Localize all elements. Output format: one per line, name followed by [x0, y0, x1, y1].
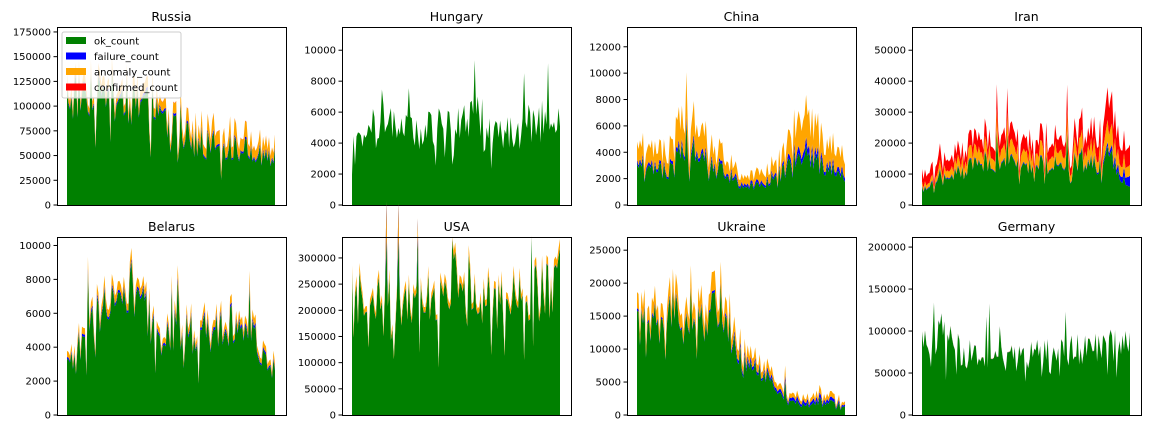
y-tick-label: 100000: [868, 327, 906, 338]
y-tick-label: 20000: [874, 139, 906, 150]
y-tick-label: 2000: [596, 174, 621, 185]
y-tick-label: 150000: [13, 52, 51, 63]
area-ok-count: [637, 122, 845, 205]
y-tick-label: 6000: [596, 121, 621, 132]
panel-title: Germany: [998, 219, 1056, 234]
y-tick-label: 8000: [311, 77, 336, 88]
panel-iran: 0 10000 20000 30000 40000 50000 Iran: [874, 9, 1142, 212]
legend-swatch-confirmed-count: [66, 83, 86, 91]
y-tick-label: 10000: [589, 345, 621, 356]
y-tick-label: 0: [45, 411, 51, 422]
axes-frame: [912, 237, 1142, 416]
panel-usa: 0 50000 100000 150000 200000 250000 300000 USA: [298, 200, 572, 422]
area-confirmed-count: [922, 84, 1130, 190]
area-failure-count: [637, 116, 845, 190]
area-ok-count: [352, 237, 560, 415]
axes-frame: [627, 27, 857, 206]
y-tick-label: 4000: [26, 343, 51, 354]
y-tick-label: 25000: [19, 176, 51, 187]
area-ok-count: [637, 284, 845, 415]
y-tick-label: 175000: [13, 27, 51, 38]
y-tick-label: 40000: [874, 77, 906, 88]
y-tick-label: 0: [615, 201, 621, 212]
y-tick-label: 8000: [596, 95, 621, 106]
legend-label-confirmed-count: confirmed_count: [94, 83, 178, 94]
y-tick-label: 0: [900, 201, 906, 212]
y-tick-label: 5000: [596, 378, 621, 389]
axes-frame: [57, 27, 287, 206]
y-tick-label: 15000: [589, 312, 621, 323]
panel-title: Belarus: [148, 219, 195, 234]
y-tick-label: 200000: [298, 306, 336, 317]
y-tick-label: 4000: [311, 139, 336, 150]
y-tick-label: 150000: [298, 332, 336, 343]
panel-china: 0 2000 4000 6000 8000 10000 12000 China: [589, 9, 857, 212]
y-tick-label: 100000: [13, 102, 51, 113]
legend-swatch-anomaly-count: [66, 68, 86, 75]
y-tick-label: 6000: [26, 309, 51, 320]
y-tick-label: 10000: [589, 69, 621, 80]
y-tick-label: 300000: [298, 253, 336, 264]
y-tick-label: 75000: [19, 126, 51, 137]
area-ok-count: [922, 132, 1130, 205]
y-tick-label: 10000: [304, 46, 336, 57]
legend: ok_count failure_count anomaly_countconfir…: [61, 31, 182, 99]
area-anomaly-count: [637, 72, 845, 188]
legend-swatch-failure-count: [66, 52, 86, 60]
y-tick-label: 0: [330, 201, 336, 212]
axes-frame: [342, 237, 572, 416]
y-tick-label: 2000: [311, 170, 336, 181]
y-tick-label: 250000: [298, 280, 336, 291]
y-tick-label: 8000: [26, 275, 51, 286]
panel-title: Russia: [151, 9, 191, 24]
y-tick-label: 25000: [589, 246, 621, 257]
area-ok-count: [67, 261, 275, 415]
legend-label-anomaly-count: anomaly_count: [94, 68, 170, 79]
axes-frame: [342, 27, 572, 206]
y-tick-label: 0: [45, 201, 51, 212]
panel-title: Hungary: [430, 9, 484, 24]
y-tick-label: 10000: [19, 241, 51, 252]
legend-label-ok-count: ok_count: [94, 37, 139, 48]
y-tick-label: 30000: [874, 108, 906, 119]
y-tick-label: 0: [900, 411, 906, 422]
panel-russia: 0 25000 50000 75000 100000 125000 150000 175000…: [13, 9, 287, 212]
y-tick-label: 50000: [19, 151, 51, 162]
panel-title: USA: [444, 219, 470, 234]
area-ok-count: [922, 302, 1130, 415]
axes-frame: [57, 237, 287, 416]
legend-box: [61, 31, 182, 99]
y-tick-label: 2000: [26, 377, 51, 388]
panel-hungary: 0 2000 4000 6000 8000 10000 Hungary: [304, 9, 572, 212]
area-ok-count: [352, 60, 560, 205]
y-tick-label: 4000: [596, 148, 621, 159]
area-anomaly-count: [922, 108, 1130, 193]
y-tick-label: 0: [330, 411, 336, 422]
y-tick-label: 50000: [874, 369, 906, 380]
area-ok-count: [67, 70, 275, 205]
y-tick-label: 200000: [868, 243, 906, 254]
y-tick-label: 10000: [874, 170, 906, 181]
legend-label-failure-count: failure_count: [94, 52, 159, 63]
legend-swatch-ok-count: [66, 37, 86, 44]
y-tick-label: 50000: [304, 384, 336, 395]
panel-germany: 0 50000 100000 150000 200000 Germany: [868, 219, 1142, 422]
panel-title: China: [724, 9, 760, 24]
y-tick-label: 0: [615, 411, 621, 422]
panel-belarus: 0 2000 4000 6000 8000 10000 Belarus: [19, 219, 287, 422]
y-tick-label: 12000: [589, 42, 621, 53]
y-tick-label: 150000: [868, 285, 906, 296]
area-anomaly-count: [67, 247, 275, 383]
axes-frame: [912, 27, 1142, 206]
panel-title: Ukraine: [717, 219, 766, 234]
y-tick-label: 20000: [589, 279, 621, 290]
axes-frame: [627, 237, 857, 416]
y-tick-label: 50000: [874, 46, 906, 57]
y-tick-label: 6000: [311, 108, 336, 119]
panel-ukraine: 0 5000 10000 15000 20000 25000 Ukraine: [589, 219, 857, 422]
panel-title: Iran: [1014, 9, 1038, 24]
y-tick-label: 125000: [13, 77, 51, 88]
y-tick-label: 100000: [298, 358, 336, 369]
